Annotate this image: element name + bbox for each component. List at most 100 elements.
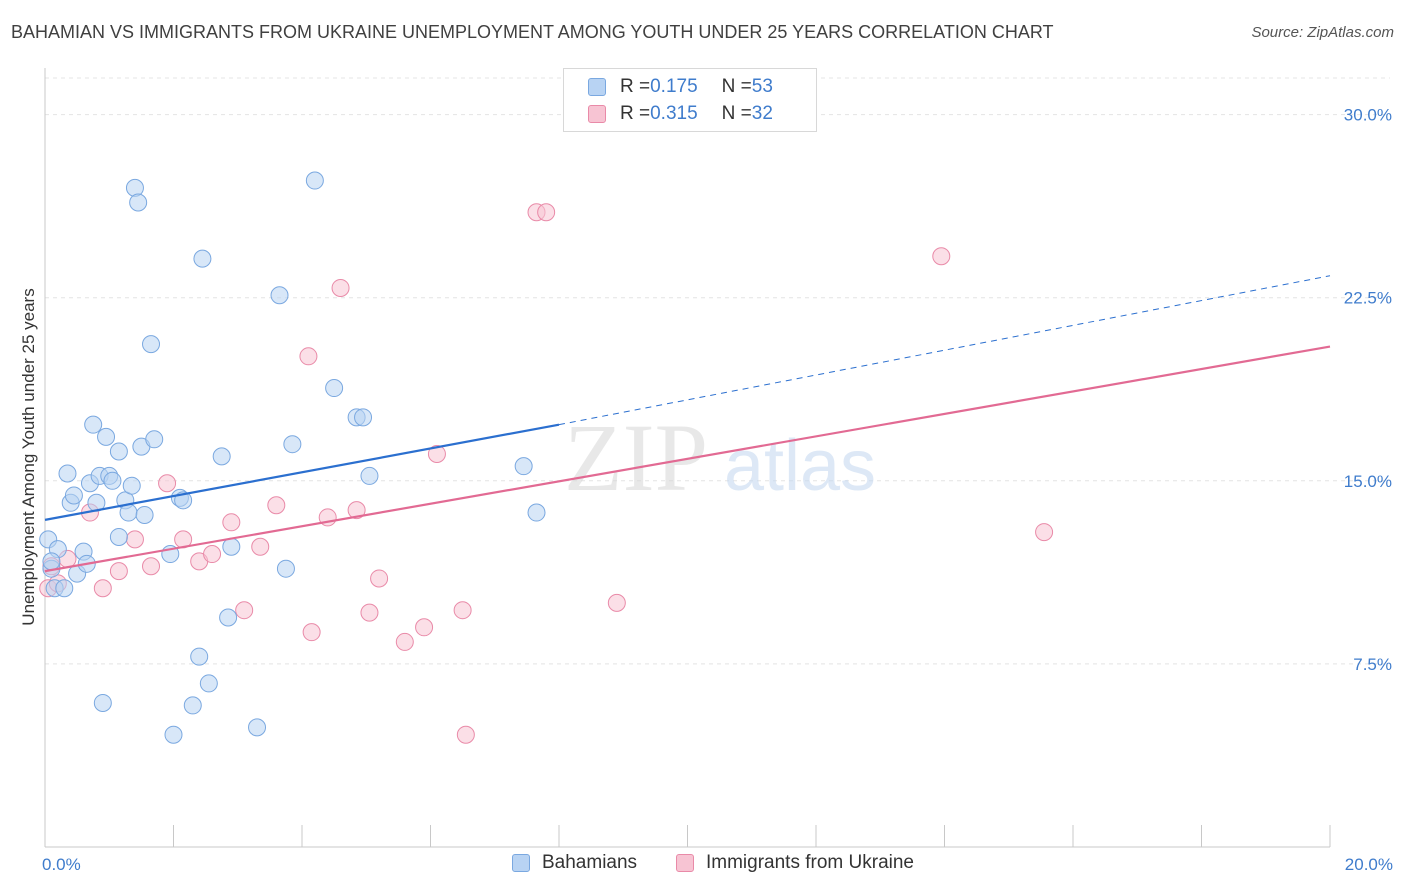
point-bahamians	[97, 427, 116, 446]
point-bahamians	[183, 696, 202, 715]
watermark-zip: ZIP	[564, 404, 708, 511]
point-ukraine	[537, 203, 556, 222]
point-ukraine	[235, 601, 254, 620]
point-bahamians	[193, 249, 212, 268]
point-bahamians	[93, 693, 112, 712]
point-ukraine	[299, 347, 318, 366]
point-ukraine	[203, 545, 222, 564]
trend-line-bahamians-extension	[558, 275, 1331, 426]
point-bahamians	[283, 435, 302, 454]
point-ukraine	[370, 569, 389, 588]
legend-n-value: 32	[751, 103, 773, 124]
point-bahamians	[325, 379, 344, 398]
point-ukraine	[1035, 523, 1054, 542]
point-bahamians	[219, 608, 238, 627]
legend-r-value: 0.175	[650, 76, 698, 97]
point-bahamians	[122, 476, 141, 495]
point-bahamians	[129, 193, 148, 212]
point-bahamians	[514, 457, 533, 476]
point-ukraine	[142, 557, 161, 576]
point-bahamians	[42, 552, 61, 571]
x-tick-labels: 0.0% 20.0%	[42, 855, 1393, 874]
point-bahamians	[125, 178, 144, 197]
point-ukraine	[93, 579, 112, 598]
point-bahamians	[199, 674, 218, 693]
point-ukraine	[222, 513, 241, 532]
watermark-atlas: atlas	[724, 426, 876, 506]
legend-item-bahamians[interactable]: Bahamians	[512, 852, 637, 874]
point-ukraine	[158, 474, 177, 493]
point-bahamians	[354, 408, 373, 427]
legend-swatch-blue	[588, 78, 606, 96]
point-ukraine	[360, 603, 379, 622]
point-ukraine	[395, 632, 414, 651]
legend-label-ukraine: Immigrants from Ukraine	[706, 852, 914, 873]
x-tick-label: 0.0%	[42, 855, 81, 874]
series-ukraine-points	[39, 203, 1054, 744]
point-bahamians	[142, 335, 161, 354]
legend-n-label: N =	[721, 103, 752, 124]
series-legend: Bahamians Immigrants from Ukraine	[0, 852, 1406, 876]
point-bahamians	[109, 527, 128, 546]
legend-swatch-pink	[676, 854, 694, 872]
point-ukraine	[331, 278, 350, 297]
y-tick-labels: 7.5% 15.0% 22.5% 30.0%	[1344, 106, 1392, 674]
point-bahamians	[145, 430, 164, 449]
point-ukraine	[932, 247, 951, 266]
legend-swatch-pink	[588, 105, 606, 123]
axes	[44, 68, 1331, 848]
x-tick-label: 20.0%	[1345, 855, 1393, 874]
legend-n-label: N =	[721, 76, 752, 97]
trend-line-bahamians	[44, 423, 560, 521]
legend-row-bahamians: R = 0.175 N = 53	[588, 75, 773, 99]
legend-row-ukraine: R = 0.315 N = 32	[588, 102, 773, 126]
point-bahamians	[527, 503, 546, 522]
point-bahamians	[270, 286, 289, 305]
legend-r-label: R =	[620, 76, 651, 97]
source-label: Source: ZipAtlas.com	[1251, 24, 1394, 41]
point-bahamians	[248, 718, 267, 737]
point-bahamians	[276, 559, 295, 578]
y-tick-label: 7.5%	[1353, 655, 1392, 674]
y-axis-title: Unemployment Among Youth under 25 years	[19, 288, 38, 625]
point-bahamians	[64, 486, 83, 505]
series-bahamians-points	[39, 171, 546, 744]
point-ukraine	[109, 562, 128, 581]
legend-r-value: 0.315	[650, 103, 698, 124]
legend-n-value: 53	[751, 76, 773, 97]
legend-item-ukraine[interactable]: Immigrants from Ukraine	[676, 852, 914, 874]
point-bahamians	[58, 464, 77, 483]
legend-swatch-blue	[512, 854, 530, 872]
y-tick-label: 15.0%	[1344, 472, 1392, 491]
point-bahamians	[135, 505, 154, 524]
stats-legend: R = 0.175 N = 53 R = 0.315 N = 32	[563, 68, 817, 132]
trend-line-ukraine	[44, 345, 1331, 573]
y-tick-label: 30.0%	[1344, 106, 1392, 125]
y-tick-label: 22.5%	[1344, 289, 1392, 308]
point-ukraine	[125, 530, 144, 549]
watermark: ZIP atlas	[564, 404, 876, 511]
point-ukraine	[456, 725, 475, 744]
trend-lines	[44, 275, 1331, 573]
point-ukraine	[267, 496, 286, 515]
point-bahamians	[109, 442, 128, 461]
point-bahamians	[164, 725, 183, 744]
chart-title: BAHAMIAN VS IMMIGRANTS FROM UKRAINE UNEM…	[11, 22, 1054, 42]
point-ukraine	[427, 444, 446, 463]
point-ukraine	[607, 593, 626, 612]
point-bahamians	[103, 471, 122, 490]
point-bahamians	[84, 415, 103, 434]
point-ukraine	[453, 601, 472, 620]
point-bahamians	[305, 171, 324, 190]
point-ukraine	[415, 618, 434, 637]
point-bahamians	[222, 537, 241, 556]
point-bahamians	[55, 579, 74, 598]
legend-label-bahamians: Bahamians	[542, 852, 638, 873]
point-bahamians	[360, 466, 379, 485]
point-bahamians	[190, 647, 209, 666]
point-ukraine	[347, 501, 366, 520]
point-ukraine	[251, 537, 270, 556]
point-bahamians	[212, 447, 231, 466]
point-ukraine	[302, 623, 321, 642]
